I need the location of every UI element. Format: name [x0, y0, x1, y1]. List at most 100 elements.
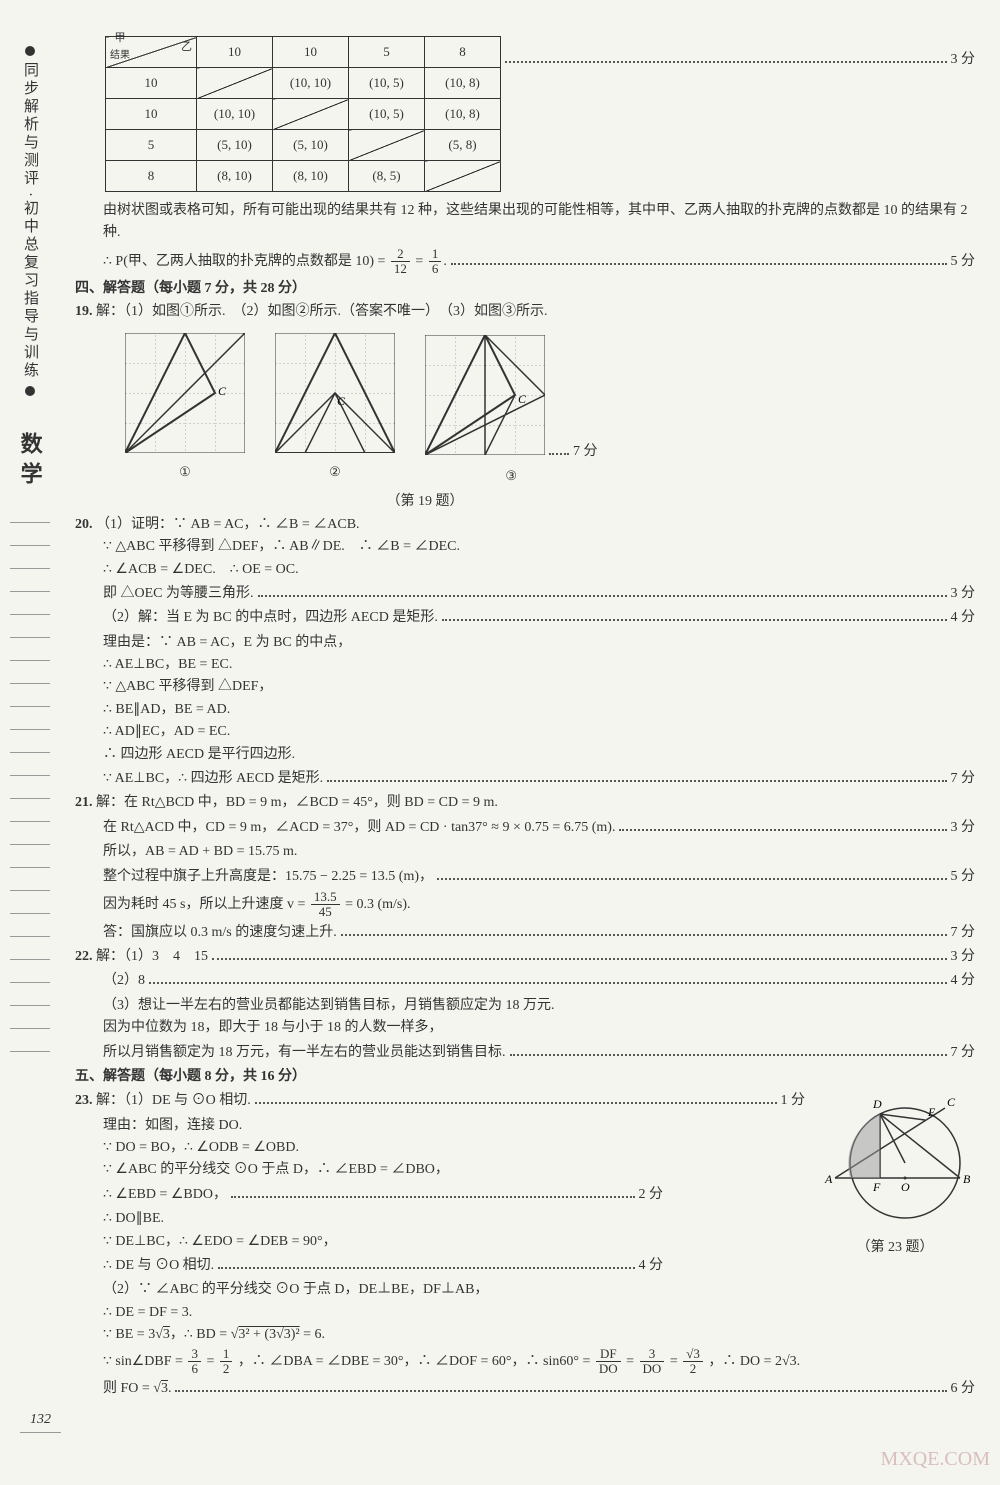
table-corner: 甲结果 乙	[106, 37, 197, 68]
page-number: 132	[20, 1409, 61, 1432]
q21-l2: 在 Rt△ACD 中，CD = 9 m，∠ACD = 37°，则 AD = CD…	[103, 817, 615, 839]
section-4-heading: 四、解答题（每小题 7 分，共 28 分）	[75, 278, 975, 300]
watermark: MXQE.COM	[881, 1443, 990, 1475]
q20-l5: （2）解：当 E 为 BC 的中点时，四边形 AECD 是矩形.	[103, 607, 438, 629]
q22-l5: 所以月销售额定为 18 万元，有一半左右的营业员能达到销售目标.	[103, 1042, 506, 1064]
q21-l1: 解：在 Rt△BCD 中，BD = 9 m，∠BCD = 45°，则 BD = …	[96, 795, 498, 810]
score: 3 分	[951, 817, 976, 839]
q22-l2: （2）8	[103, 970, 145, 992]
svg-text:C: C	[337, 394, 346, 408]
score: 4 分	[951, 607, 976, 629]
table-cell: (10, 5)	[349, 99, 425, 130]
score: 1 分	[781, 1090, 806, 1112]
figure-1: A B C	[125, 333, 245, 453]
score: 4 分	[951, 970, 976, 992]
q22-l1: 解：（1）3 4 15	[96, 949, 208, 964]
probability-table: 甲结果 乙 10 10 5 8 10 (10, 10) (10, 5) (10,…	[105, 36, 501, 192]
svg-text:C: C	[518, 392, 527, 406]
score: 2 分	[639, 1184, 664, 1206]
bullet-icon	[25, 386, 35, 396]
q23-l12: ∵ sin∠DBF = 36 = 12 ，∴ ∠DBA = ∠DBE = 30°…	[75, 1347, 975, 1377]
table-cell: (5, 8)	[425, 130, 501, 161]
q23-l9: （2）∵ ∠ABC 的平分线交 ⊙O 于点 D，DE⊥BE，DF⊥AB，	[75, 1279, 975, 1301]
q23-l1: 解：（1）DE 与 ⊙O 相切.	[96, 1093, 251, 1108]
table-cell: (5, 10)	[273, 130, 349, 161]
q23-l11: ∵ BE = 3√3，∴ BD = √3² + (3√3)² = 6.	[75, 1324, 975, 1346]
q23-number: 23.	[75, 1093, 93, 1108]
score: 6 分	[951, 1378, 976, 1400]
main-content: 甲结果 乙 10 10 5 8 10 (10, 10) (10, 5) (10,…	[60, 30, 975, 1403]
q23-l10: ∴ DE = DF = 3.	[75, 1302, 975, 1324]
q23-l13: 则 FO = √3.	[103, 1378, 171, 1400]
score: 5 分	[951, 866, 976, 888]
q21-l6: 答：国旗应以 0.3 m/s 的速度匀速上升.	[103, 922, 337, 944]
svg-text:F: F	[872, 1180, 881, 1194]
score: 4 分	[639, 1255, 664, 1277]
q20-l9: ∴ BE∥AD，BE = AD.	[75, 699, 975, 721]
col-header: 8	[425, 37, 501, 68]
row-header: 10	[106, 68, 197, 99]
col-header: 5	[349, 37, 425, 68]
q20-l8: ∵ △ABC 平移得到 △DEF，	[75, 676, 975, 698]
col-header: 10	[197, 37, 273, 68]
svg-text:C: C	[218, 384, 227, 398]
subject-label: 数学	[12, 432, 47, 492]
score: 7 分	[573, 441, 598, 463]
svg-text:D: D	[872, 1097, 882, 1111]
svg-text:A: A	[824, 1172, 833, 1186]
explanation-text: 由树状图或表格可知，所有可能出现的结果共有 12 种，这些结果出现的可能性相等，…	[75, 200, 975, 245]
table-cell: (8, 10)	[273, 161, 349, 192]
table-cell: (10, 10)	[273, 68, 349, 99]
table-cell	[349, 130, 425, 161]
q20-l12: ∵ AE⊥BC，∴ 四边形 AECD 是矩形.	[103, 768, 323, 790]
svg-text:B: B	[963, 1172, 971, 1186]
score: 7 分	[951, 1042, 976, 1064]
q20-l11: ∴ 四边形 AECD 是平行四边形.	[75, 744, 975, 766]
q20-l4: 即 △OEC 为等腰三角形.	[103, 583, 254, 605]
section-5-heading: 五、解答题（每小题 8 分，共 16 分）	[75, 1066, 975, 1088]
score: 3 分	[951, 583, 976, 605]
q20-l7: ∴ AE⊥BC，BE = EC.	[75, 654, 975, 676]
sidebar-title-2: 初中总复习指导与训练	[18, 200, 42, 380]
table-cell: (10, 5)	[349, 68, 425, 99]
rule-lines	[10, 522, 50, 1074]
q23-l5: ∴ ∠EBD = ∠BDO，	[103, 1184, 227, 1206]
table-cell: (8, 5)	[349, 161, 425, 192]
col-header: 10	[273, 37, 349, 68]
table-cell: (10, 10)	[197, 99, 273, 130]
sidebar-title-1: 同步解析与测评	[18, 62, 42, 188]
q22-number: 22.	[75, 949, 93, 964]
probability-equation: ∴ P(甲、乙两人抽取的扑克牌的点数都是 10) = 212 = 16.	[103, 247, 447, 277]
table-cell	[197, 68, 273, 99]
table-cell: (5, 10)	[197, 130, 273, 161]
q20-l3: ∴ ∠ACB = ∠DEC. ∴ OE = OC.	[75, 559, 975, 581]
q22-l4: 因为中位数为 18，即大于 18 与小于 18 的人数一样多，	[75, 1017, 975, 1039]
q23-figure: A B C D E F O （第 23 题）	[815, 1088, 975, 1259]
q21-l4: 整个过程中旗子上升高度是：15.75 − 2.25 = 13.5 (m)，	[103, 866, 433, 888]
table-cell	[425, 161, 501, 192]
table-cell: (10, 8)	[425, 99, 501, 130]
q20-l6: 理由是：∵ AB = AC，E 为 BC 的中点，	[75, 632, 975, 654]
row-header: 8	[106, 161, 197, 192]
q19-figures: A B C ① A B C ②	[125, 333, 975, 486]
sidebar: 同步解析与测评 · 初中总复习指导与训练 数学	[0, 30, 60, 1403]
table-cell	[273, 99, 349, 130]
q20-l2: ∵ △ABC 平移得到 △DEF，∴ AB∥DE. ∴ ∠B = ∠DEC.	[75, 536, 975, 558]
svg-text:C: C	[947, 1095, 956, 1109]
score: 7 分	[951, 768, 976, 790]
sidebar-separator: ·	[18, 192, 42, 200]
figure-3: A B C	[425, 335, 545, 455]
q20-l1: （1）证明：∵ AB = AC，∴ ∠B = ∠ACB.	[96, 517, 360, 532]
svg-text:E: E	[927, 1105, 936, 1119]
svg-text:O: O	[901, 1180, 910, 1194]
q20-l10: ∴ AD∥EC，AD = EC.	[75, 721, 975, 743]
row-header: 10	[106, 99, 197, 130]
q22-l3: （3）想让一半左右的营业员都能达到销售目标，月销售额应定为 18 万元.	[75, 995, 975, 1017]
score: 5 分	[951, 251, 976, 273]
score: 3 分	[951, 49, 976, 71]
figure-2: A B C	[275, 333, 395, 453]
q19-caption: （第 19 题）	[0, 491, 975, 513]
q19-intro: 解：（1）如图①所示. （2）如图②所示.（答案不唯一） （3）如图③所示.	[96, 304, 548, 319]
q21-number: 21.	[75, 795, 93, 810]
score: 3 分	[951, 946, 976, 968]
